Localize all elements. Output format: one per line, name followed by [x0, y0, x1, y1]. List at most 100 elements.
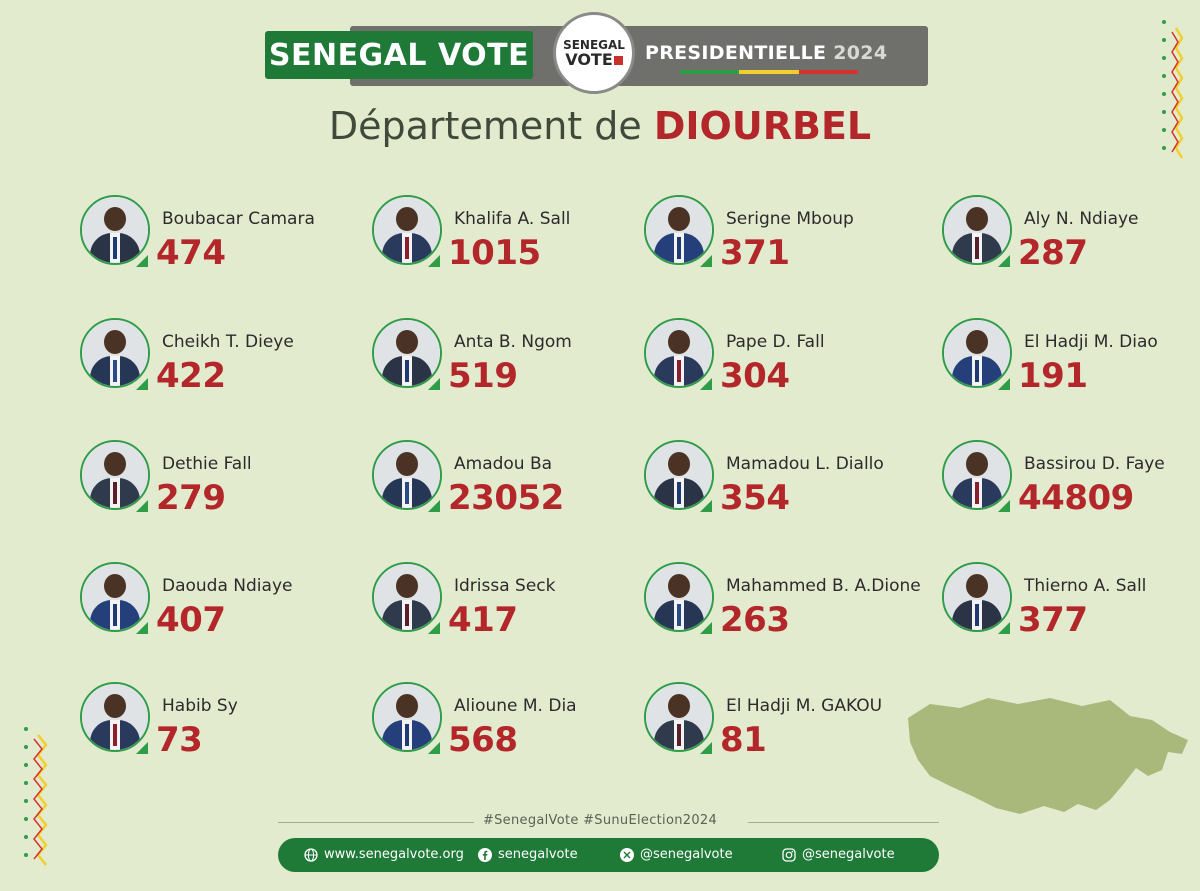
candidate-name: Habib Sy [162, 696, 238, 716]
election-year: 2024 [833, 42, 888, 64]
facebook-link[interactable]: senegalvote [478, 847, 578, 862]
logo-bottom-text: VOTE [565, 49, 613, 69]
candidate-name: Idrissa Seck [454, 576, 556, 596]
candidate-name: Anta B. Ngom [454, 332, 572, 352]
globe-icon [304, 847, 318, 862]
photo-corner-accent [428, 622, 440, 634]
candidate-photo [372, 562, 442, 632]
candidate-name: Khalifa A. Sall [454, 209, 571, 229]
candidate-name: Mamadou L. Diallo [726, 454, 884, 474]
title-prefix: Département de [328, 104, 642, 148]
election-name: PRESIDENTIELLE [645, 42, 827, 64]
page-title: Département de DIOURBEL [0, 104, 1200, 148]
website-text: www.senegalvote.org [324, 847, 464, 862]
candidate-votes: 377 [1018, 600, 1088, 640]
photo-corner-accent [998, 500, 1010, 512]
photo-corner-accent [700, 255, 712, 267]
candidate-votes: 568 [448, 720, 518, 760]
candidate-card: Aly N. Ndiaye 287 [942, 195, 1200, 285]
candidate-card: Mahammed B. A.Dione 263 [644, 562, 921, 652]
candidate-photo [942, 440, 1012, 510]
candidate-photo [942, 318, 1012, 388]
facebook-icon [478, 847, 492, 862]
candidate-card: Dethie Fall 279 [80, 440, 340, 530]
candidate-card: Mamadou L. Diallo 354 [644, 440, 904, 530]
candidate-votes: 44809 [1018, 478, 1134, 518]
instagram-link[interactable]: @senegalvote [782, 847, 895, 862]
photo-corner-accent [428, 378, 440, 390]
photo-corner-accent [700, 500, 712, 512]
photo-corner-accent [428, 500, 440, 512]
candidate-votes: 73 [156, 720, 203, 760]
x-link[interactable]: @senegalvote [620, 847, 733, 862]
candidate-votes: 519 [448, 356, 518, 396]
decorative-pattern-top-right [1162, 20, 1184, 159]
photo-corner-accent [136, 378, 148, 390]
photo-corner-accent [700, 622, 712, 634]
decorative-pattern-bottom-left [24, 727, 48, 866]
candidate-card: Thierno A. Sall 377 [942, 562, 1200, 652]
candidate-photo [372, 440, 442, 510]
photo-corner-accent [700, 378, 712, 390]
candidate-votes: 1015 [448, 233, 541, 273]
department-name: DIOURBEL [653, 104, 872, 148]
social-footer: www.senegalvote.org senegalvote @senegal… [278, 838, 939, 872]
candidate-votes: 474 [156, 233, 226, 273]
candidate-photo [372, 318, 442, 388]
photo-corner-accent [136, 622, 148, 634]
candidate-photo [80, 562, 150, 632]
candidate-votes: 287 [1018, 233, 1088, 273]
candidate-card: El Hadji M. GAKOU 81 [644, 682, 904, 772]
candidate-photo [644, 195, 714, 265]
candidate-name: Aly N. Ndiaye [1024, 209, 1139, 229]
senegal-vote-logo: SENEGAL VOTE [553, 12, 635, 94]
department-map [908, 698, 1188, 814]
photo-corner-accent [998, 378, 1010, 390]
candidate-votes: 263 [720, 600, 790, 640]
candidate-votes: 407 [156, 600, 226, 640]
candidate-card: Amadou Ba 23052 [372, 440, 632, 530]
hashtags: #SenegalVote #SunuElection2024 [482, 813, 718, 828]
candidate-name: Serigne Mboup [726, 209, 854, 229]
candidate-name: Pape D. Fall [726, 332, 825, 352]
candidate-votes: 191 [1018, 356, 1088, 396]
candidate-photo [80, 440, 150, 510]
candidate-photo [80, 682, 150, 752]
x-icon [620, 847, 634, 862]
candidate-card: Boubacar Camara 474 [80, 195, 340, 285]
candidate-card: Bassirou D. Faye 44809 [942, 440, 1200, 530]
brand-label: SENEGAL VOTE [265, 31, 533, 79]
photo-corner-accent [998, 622, 1010, 634]
logo-top-text: SENEGAL [563, 37, 625, 52]
candidate-name: Dethie Fall [162, 454, 252, 474]
instagram-text: @senegalvote [802, 847, 895, 862]
photo-corner-accent [136, 255, 148, 267]
photo-corner-accent [428, 742, 440, 754]
candidate-name: Mahammed B. A.Dione [726, 576, 921, 596]
candidate-votes: 417 [448, 600, 518, 640]
candidate-name: Daouda Ndiaye [162, 576, 293, 596]
photo-corner-accent [136, 500, 148, 512]
photo-corner-accent [136, 742, 148, 754]
instagram-icon [782, 847, 796, 862]
candidate-name: El Hadji M. GAKOU [726, 696, 883, 716]
candidate-card: Serigne Mboup 371 [644, 195, 904, 285]
candidate-votes: 371 [720, 233, 790, 273]
candidate-name: Bassirou D. Faye [1024, 454, 1165, 474]
candidate-votes: 81 [720, 720, 767, 760]
flag-stripe [680, 70, 858, 74]
candidate-card: Alioune M. Dia 568 [372, 682, 632, 772]
candidate-votes: 23052 [448, 478, 564, 518]
candidate-card: Anta B. Ngom 519 [372, 318, 632, 408]
candidate-name: Alioune M. Dia [454, 696, 577, 716]
photo-corner-accent [998, 255, 1010, 267]
candidate-photo [644, 562, 714, 632]
candidate-card: Idrissa Seck 417 [372, 562, 632, 652]
candidate-photo [80, 318, 150, 388]
candidate-name: Cheikh T. Dieye [162, 332, 294, 352]
election-title: PRESIDENTIELLE 2024 [645, 42, 887, 64]
x-text: @senegalvote [640, 847, 733, 862]
candidate-card: Cheikh T. Dieye 422 [80, 318, 340, 408]
website-link[interactable]: www.senegalvote.org [304, 847, 464, 862]
